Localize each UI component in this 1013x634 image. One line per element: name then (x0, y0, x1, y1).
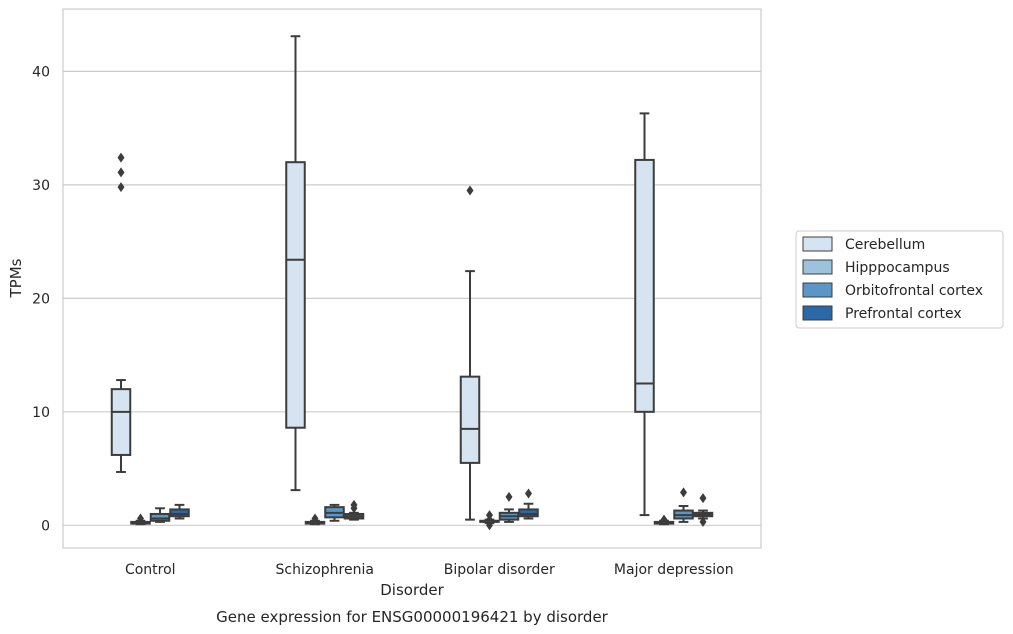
plot-frame (62, 8, 762, 549)
y-tick-label: 10 (32, 405, 50, 421)
outlier-point (117, 182, 125, 193)
outlier-point (680, 487, 687, 498)
y-tick-label: 30 (32, 178, 50, 194)
legend-swatch (802, 259, 833, 275)
y-axis-title: TPMs (7, 258, 25, 298)
y-tick-label: 20 (32, 291, 50, 307)
box (518, 488, 539, 520)
box-body (285, 161, 306, 429)
x-tick-label: Bipolar disorder (444, 562, 555, 578)
box-body (518, 508, 539, 518)
y-tick-labels: 0 10 20 30 40 (32, 64, 50, 534)
series-cerebellum (110, 35, 655, 521)
outlier-point (699, 516, 707, 527)
outlier-point (117, 152, 125, 163)
box (653, 514, 675, 526)
outlier-point (486, 510, 493, 521)
outlier-point (660, 514, 668, 525)
box-body (459, 375, 481, 464)
outlier-point (466, 185, 474, 196)
box-body (169, 508, 190, 518)
outlier-point (699, 493, 707, 504)
outlier-point (311, 513, 319, 524)
box (634, 112, 655, 517)
outlier-point (486, 520, 493, 531)
series-orbitofrontal-cortex (149, 487, 694, 523)
box-body (634, 158, 655, 413)
box (479, 510, 500, 531)
outlier-point (137, 513, 144, 524)
outlier-point (525, 488, 532, 499)
legend-frame (795, 230, 1004, 329)
box (169, 503, 190, 520)
box (324, 503, 345, 522)
plot-background (63, 9, 761, 548)
box (110, 152, 132, 473)
series-hipppocampus (130, 510, 675, 531)
legend: Cerebellum Hipppocampus Orbitofrontal cort… (795, 230, 1004, 329)
outlier-point (350, 499, 358, 510)
y-tick-label: 0 (41, 518, 50, 534)
box-body (110, 388, 132, 456)
legend-swatch (802, 282, 833, 298)
box (459, 185, 481, 521)
box (285, 35, 306, 492)
x-axis-title: Disorder (380, 581, 444, 599)
box-series (110, 35, 714, 531)
box (673, 487, 694, 523)
x-tick-label: Schizophrenia (276, 562, 374, 578)
x-tick-label: Control (125, 562, 176, 578)
x-tick-labels: Control Schizophrenia Bipolar disorder Majo… (125, 562, 734, 578)
legend-label: Cerebellum (845, 237, 925, 253)
legend-label: Hipppocampus (845, 260, 950, 276)
legend-swatch (802, 305, 833, 321)
box (130, 513, 151, 526)
legend-swatch (802, 236, 833, 252)
box (149, 507, 171, 523)
y-tick-label: 40 (32, 64, 50, 80)
legend-label: Prefrontal cortex (845, 306, 962, 322)
chart-caption: Gene expression for ENSG00000196421 by d… (216, 608, 609, 626)
series-prefrontal-cortex (169, 488, 714, 527)
box (692, 493, 714, 527)
box (498, 491, 520, 523)
outlier-point (505, 491, 513, 502)
box (343, 499, 365, 521)
box-body (149, 512, 171, 522)
outlier-point (117, 167, 125, 178)
box (304, 513, 326, 526)
x-tick-label: Major depression (614, 562, 734, 578)
legend-label: Orbitofrontal cortex (845, 283, 983, 299)
